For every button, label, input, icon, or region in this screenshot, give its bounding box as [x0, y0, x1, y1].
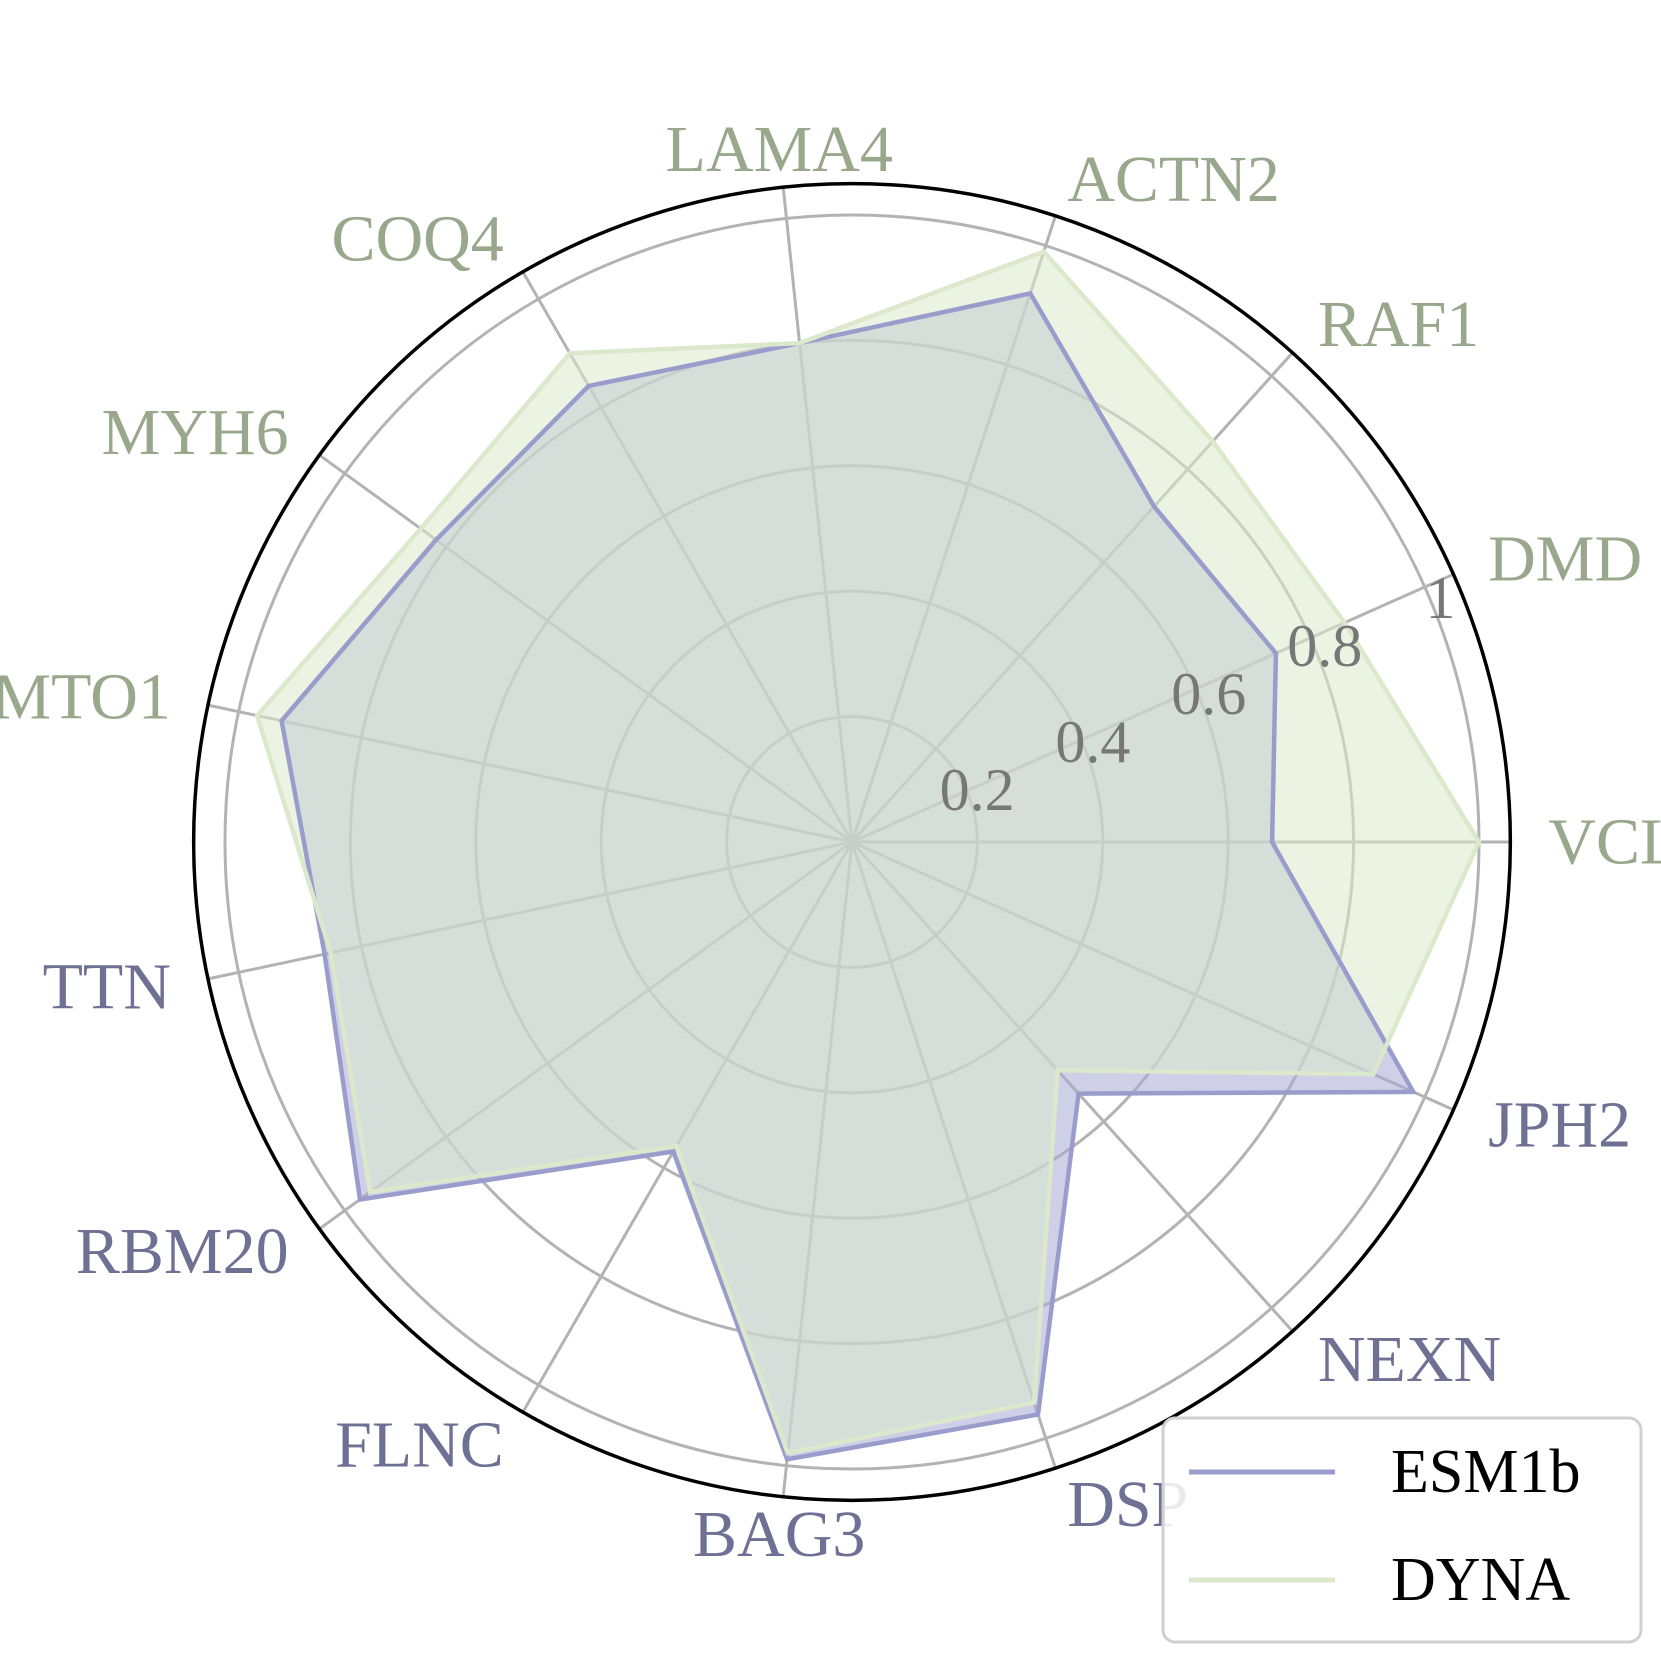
- category-label-lama4: LAMA4: [666, 113, 893, 186]
- category-label-dmd: DMD: [1488, 522, 1642, 595]
- category-label-nexn: NEXN: [1318, 1323, 1501, 1396]
- r-tick-label: 1: [1426, 565, 1456, 631]
- category-label-mto1: MTO1: [0, 661, 171, 734]
- legend: ESM1b DYNA: [1163, 1418, 1641, 1642]
- category-label-raf1: RAF1: [1318, 288, 1479, 361]
- category-label-actn2: ACTN2: [1067, 143, 1280, 216]
- category-label-jph2: JPH2: [1488, 1089, 1631, 1162]
- category-label-bag3: BAG3: [693, 1498, 865, 1571]
- category-label-vcl: VCL: [1548, 806, 1661, 879]
- legend-label-dyna: DYNA: [1391, 1546, 1570, 1614]
- category-label-ttn: TTN: [43, 950, 171, 1023]
- category-label-flnc: FLNC: [335, 1409, 504, 1482]
- category-label-coq4: COQ4: [331, 202, 503, 275]
- r-tick-label: 0.6: [1171, 661, 1246, 727]
- category-label-rbm20: RBM20: [76, 1215, 289, 1288]
- r-tick-label: 0.4: [1055, 709, 1130, 775]
- r-tick-label: 0.8: [1287, 613, 1362, 679]
- radar-series: [257, 252, 1479, 1460]
- category-label-myh6: MYH6: [102, 396, 289, 469]
- series-fill-dyna: [257, 252, 1479, 1453]
- legend-label-esm1b: ESM1b: [1391, 1438, 1580, 1506]
- r-tick-label: 0.2: [940, 757, 1015, 823]
